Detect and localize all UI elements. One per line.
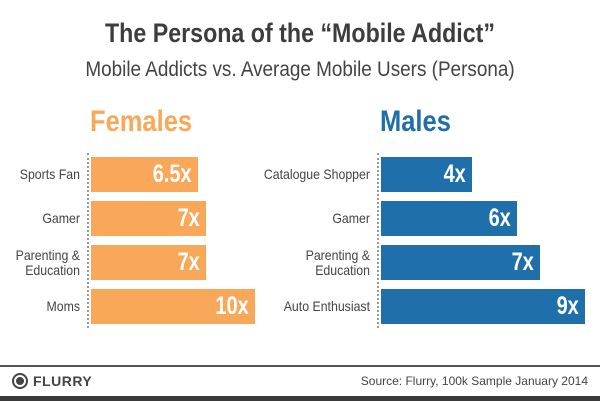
females-bar-value-label: 6.5x — [152, 160, 192, 188]
footer-divider — [0, 365, 600, 367]
flurry-logo-icon — [12, 373, 28, 389]
females-bar: 10x — [91, 289, 255, 324]
females-category-label: Moms — [46, 298, 80, 314]
males-category-label: Auto Enthusiast — [283, 298, 370, 314]
source-note: Source: Flurry, 100k Sample January 2014 — [360, 374, 588, 388]
females-bar: 7x — [91, 245, 206, 280]
males-bar: 4x — [381, 157, 472, 192]
females-category-label: Parenting & Education — [15, 247, 80, 278]
males-category-label: Catalogue Shopper — [263, 166, 370, 182]
females-panel-title: Females — [90, 105, 193, 138]
females-axis — [87, 153, 89, 328]
males-bar: 7x — [381, 245, 540, 280]
flurry-logo-text: FLURRY — [33, 373, 93, 389]
females-bar-value-label: 7x — [177, 248, 200, 276]
males-axis — [377, 153, 379, 328]
females-bar-value-label: 7x — [177, 204, 200, 232]
chart-subtitle: Mobile Addicts vs. Average Mobile Users … — [85, 58, 515, 81]
chart-title: The Persona of the “Mobile Addict” — [104, 18, 496, 48]
males-bar-value-label: 6x — [488, 204, 512, 232]
females-category-label: Sports Fan — [19, 166, 80, 182]
males-bar-value-label: 4x — [443, 160, 466, 188]
bottom-bar — [0, 396, 600, 401]
males-category-label: Gamer — [332, 210, 370, 226]
females-bar-value-label: 10x — [215, 292, 249, 320]
flurry-logo: FLURRY — [11, 372, 92, 390]
males-panel-title: Males — [380, 105, 451, 138]
males-bar: 9x — [381, 289, 586, 324]
females-category-label: Gamer — [42, 210, 80, 226]
males-category-label: Parenting & Education — [305, 247, 370, 278]
males-bar: 6x — [381, 201, 518, 236]
males-bar-value-label: 7x — [511, 248, 534, 276]
males-bar-value-label: 9x — [557, 292, 580, 320]
females-bar: 7x — [91, 201, 206, 236]
females-bar: 6.5x — [91, 157, 198, 192]
